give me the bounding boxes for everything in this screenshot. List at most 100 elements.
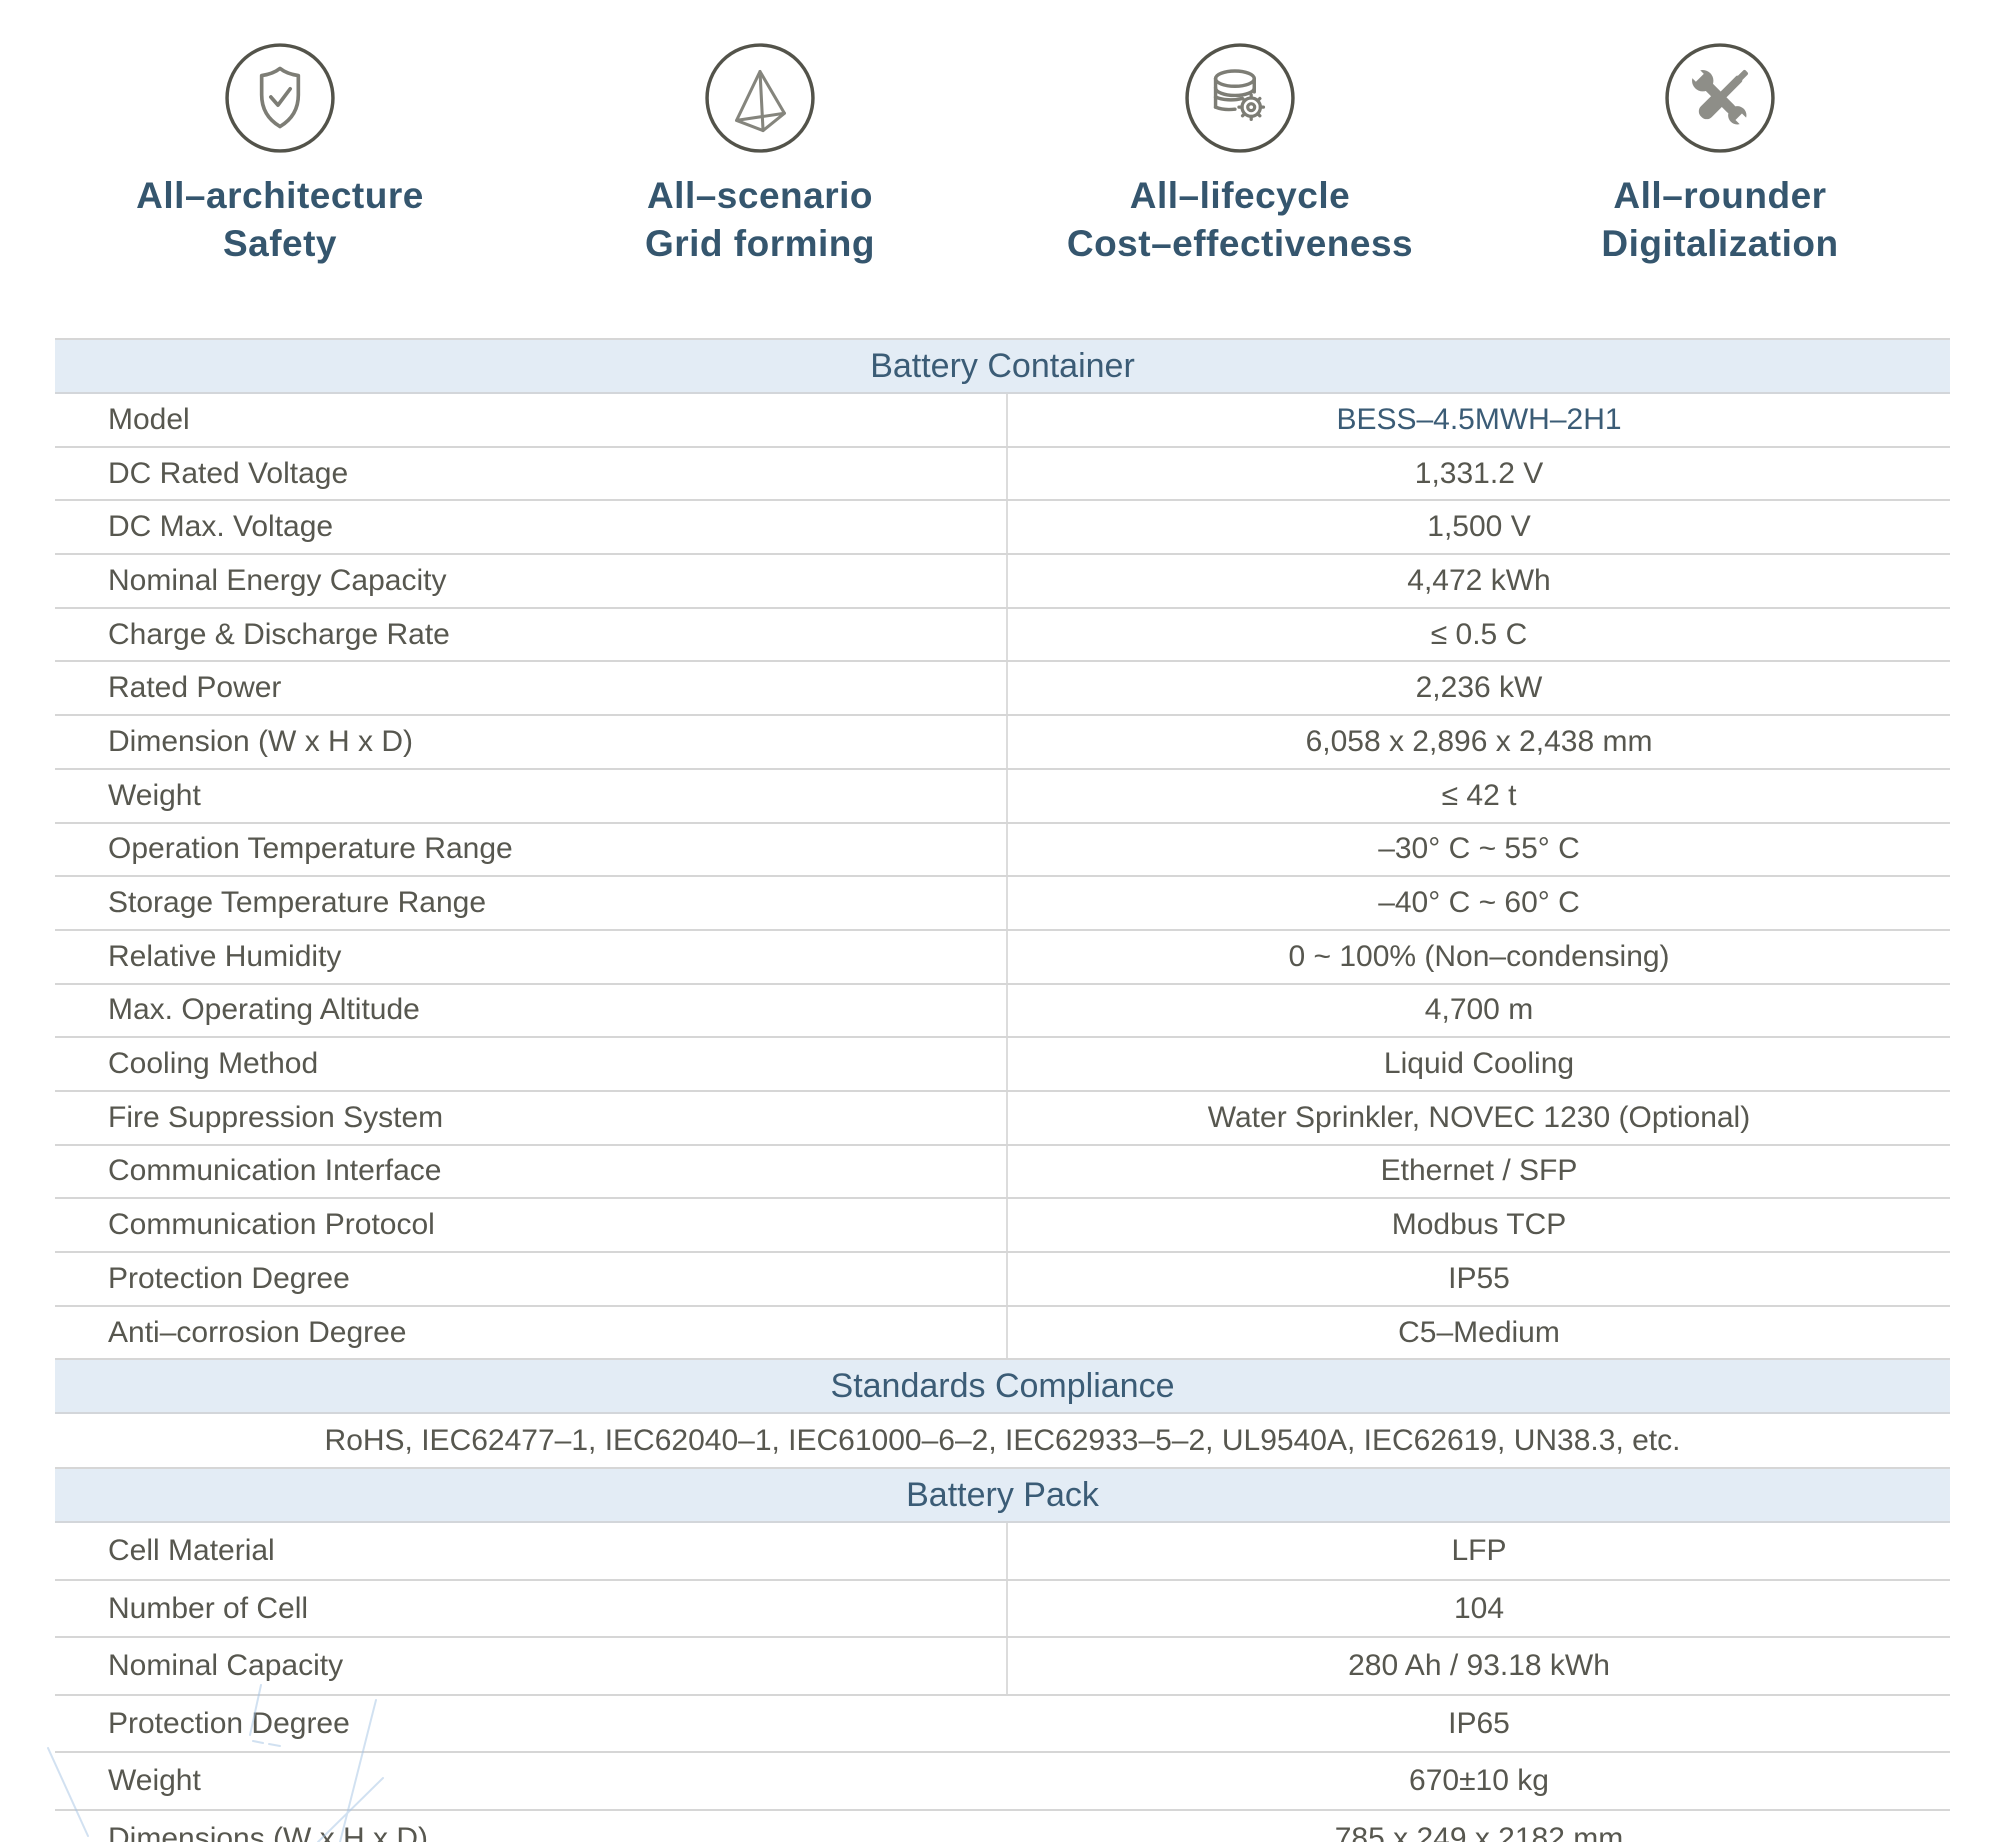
feature-title-line2: Digitalization xyxy=(1601,223,1839,264)
spec-value: 104 xyxy=(1453,1591,1505,1625)
database-gear-icon xyxy=(1185,43,1295,153)
feature-title-line1: All–rounder xyxy=(1613,175,1827,216)
spec-row: Cooling Method Liquid Cooling xyxy=(55,1038,1950,1092)
battery-container-rows: Model BESS–4.5MWH–2H1 DC Rated Voltage 1… xyxy=(55,394,1950,1361)
spec-value: 0 ~ 100% (Non–condensing) xyxy=(1288,939,1670,973)
section-header-battery-container: Battery Container xyxy=(55,340,1950,394)
spec-value: BESS–4.5MWH–2H1 xyxy=(1336,402,1622,436)
spec-value: 785 x 249 x 2182 mm xyxy=(1334,1821,1624,1842)
feature-title: All–scenario Grid forming xyxy=(645,172,875,268)
spec-label: Communication Interface xyxy=(55,1145,1008,1198)
feature-title-line2: Grid forming xyxy=(644,223,876,264)
spec-row: Communication Interface Ethernet / SFP xyxy=(55,1145,1950,1200)
spec-row: Protection Degree IP65 xyxy=(55,1696,1950,1754)
battery-pack-rows: Cell Material LFP Number of Cell 104 Nom… xyxy=(55,1523,1950,1842)
spec-value: Ethernet / SFP xyxy=(1380,1154,1578,1188)
spec-row: Storage Temperature Range –40° C ~ 60° C xyxy=(55,877,1950,931)
spec-label: Relative Humidity xyxy=(55,930,1008,983)
spec-label: Communication Protocol xyxy=(55,1199,1008,1251)
spec-value: 670±10 kg xyxy=(1409,1764,1549,1798)
tools-icon xyxy=(1665,43,1775,153)
feature-title-line1: All–lifecycle xyxy=(1129,175,1351,216)
spec-row: Rated Power 2,236 kW xyxy=(55,662,1950,717)
spec-row: Nominal Energy Capacity 4,472 kWh xyxy=(55,555,1950,609)
section-title: Battery Pack xyxy=(906,1475,1099,1514)
spec-row: Weight 670±10 kg xyxy=(55,1753,1950,1811)
spec-label: Weight xyxy=(108,1764,201,1798)
spec-row: Number of Cell 104 xyxy=(55,1580,1950,1639)
spec-label: Protection Degree xyxy=(55,1253,1008,1305)
spec-label: Protection Degree xyxy=(108,1706,350,1740)
spec-label: Dimensions (W x H x D) xyxy=(108,1821,429,1842)
spec-label: Operation Temperature Range xyxy=(55,823,1008,876)
spec-label: Cooling Method xyxy=(55,1038,1008,1090)
spec-row: Operation Temperature Range –30° C ~ 55°… xyxy=(55,823,1950,878)
spec-row: Dimension (W x H x D) 6,058 x 2,896 x 2,… xyxy=(55,716,1950,770)
spec-value: 4,700 m xyxy=(1424,993,1534,1027)
spec-label: Storage Temperature Range xyxy=(55,877,1008,929)
spec-label: Cell Material xyxy=(55,1523,1008,1579)
spec-label: Model xyxy=(55,394,1008,446)
spec-value: 2,236 kW xyxy=(1415,671,1543,705)
spec-value: 4,472 kWh xyxy=(1407,563,1551,597)
feature-title-line1: All–scenario xyxy=(646,175,874,216)
feature-title: All–architecture Safety xyxy=(136,172,424,268)
spec-label: DC Max. Voltage xyxy=(55,501,1008,554)
spec-value: 1,331.2 V xyxy=(1414,456,1544,490)
spec-row: Relative Humidity 0 ~ 100% (Non–condensi… xyxy=(55,930,1950,985)
section-header-standards-compliance: Standards Compliance xyxy=(55,1360,1950,1415)
spec-row: Nominal Capacity 280 Ah / 93.18 kWh xyxy=(55,1638,1950,1696)
feature-grid-forming: All–scenario Grid forming xyxy=(520,42,1000,268)
spec-value: 280 Ah / 93.18 kWh xyxy=(1348,1649,1610,1683)
spec-row: DC Rated Voltage 1,331.2 V xyxy=(55,447,1950,502)
spec-row: Weight ≤ 42 t xyxy=(55,769,1950,824)
shield-check-icon xyxy=(225,43,335,153)
spec-table: Battery Container Model BESS–4.5MWH–2H1 … xyxy=(55,338,1950,1842)
spec-value: IP55 xyxy=(1448,1261,1510,1295)
spec-row: Cell Material LFP xyxy=(55,1523,1950,1581)
feature-title-line2: Safety xyxy=(222,223,338,264)
spec-value: Liquid Cooling xyxy=(1383,1047,1575,1081)
spec-label: Nominal Capacity xyxy=(55,1638,1008,1694)
spec-label: DC Rated Voltage xyxy=(55,447,1008,500)
spec-value: –30° C ~ 55° C xyxy=(1378,832,1580,866)
feature-title-line1: All–architecture xyxy=(136,175,424,216)
spec-row: Charge & Discharge Rate ≤ 0.5 C xyxy=(55,608,1950,663)
spec-label: Nominal Energy Capacity xyxy=(55,555,1008,607)
spec-row: Model BESS–4.5MWH–2H1 xyxy=(55,394,1950,448)
section-title: Standards Compliance xyxy=(830,1366,1175,1405)
spec-label: Weight xyxy=(55,769,1008,822)
spec-label: Dimension (W x H x D) xyxy=(55,716,1008,768)
feature-title: All–lifecycle Cost–effectiveness xyxy=(1067,172,1413,268)
feature-digitalization: All–rounder Digitalization xyxy=(1480,42,1960,268)
spec-row: Max. Operating Altitude 4,700 m xyxy=(55,984,1950,1039)
spec-row: Anti–corrosion Degree C5–Medium xyxy=(55,1306,1950,1361)
spec-value: 1,500 V xyxy=(1427,510,1531,544)
spec-row: Protection Degree IP55 xyxy=(55,1253,1950,1307)
section-header-battery-pack: Battery Pack xyxy=(55,1469,1950,1524)
spec-value: Water Sprinkler, NOVEC 1230 (Optional) xyxy=(1207,1100,1751,1134)
spec-value: ≤ 42 t xyxy=(1441,778,1517,812)
spec-row: Fire Suppression System Water Sprinkler,… xyxy=(55,1091,1950,1146)
spec-label: Number of Cell xyxy=(55,1580,1008,1637)
feature-cost-effectiveness: All–lifecycle Cost–effectiveness xyxy=(1000,42,1480,268)
spec-row: Communication Protocol Modbus TCP xyxy=(55,1199,1950,1253)
spec-row: DC Max. Voltage 1,500 V xyxy=(55,501,1950,556)
standards-compliance-text: RoHS, IEC62477–1, IEC62040–1, IEC61000–6… xyxy=(55,1414,1950,1470)
feature-title: All–rounder Digitalization xyxy=(1601,172,1838,268)
spec-label: Max. Operating Altitude xyxy=(55,984,1008,1037)
spec-label: Rated Power xyxy=(55,662,1008,715)
spec-value: –40° C ~ 60° C xyxy=(1378,886,1580,920)
spec-label: Anti–corrosion Degree xyxy=(55,1306,1008,1359)
spec-value: 6,058 x 2,896 x 2,438 mm xyxy=(1305,724,1653,758)
feature-safety: All–architecture Safety xyxy=(40,42,520,268)
spec-row: Dimensions (W x H x D) 785 x 249 x 2182 … xyxy=(55,1811,1950,1842)
section-title: Battery Container xyxy=(870,346,1135,385)
spec-value: C5–Medium xyxy=(1398,1315,1560,1349)
spec-value: IP65 xyxy=(1448,1706,1510,1740)
spec-value: LFP xyxy=(1451,1534,1507,1568)
spec-value: Modbus TCP xyxy=(1391,1208,1567,1242)
spec-label: Charge & Discharge Rate xyxy=(55,608,1008,661)
spec-label: Fire Suppression System xyxy=(55,1091,1008,1144)
